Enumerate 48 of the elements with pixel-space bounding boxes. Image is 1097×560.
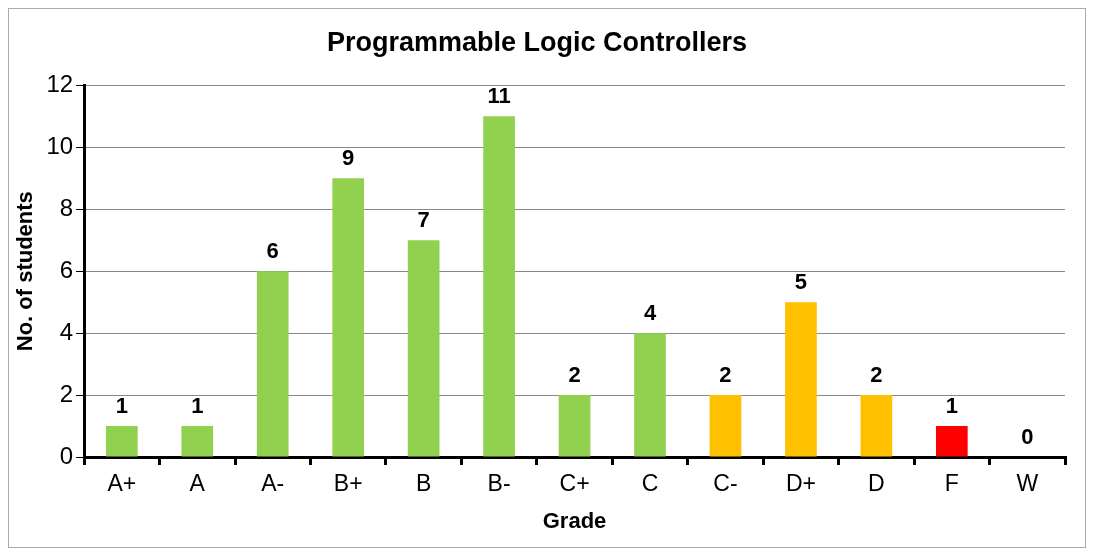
x-tick-label: A+ [107, 470, 137, 497]
data-label: 2 [870, 362, 883, 388]
y-axis-title: No. of students [12, 191, 38, 352]
bar [709, 395, 742, 457]
x-tick-label: B [415, 470, 432, 497]
data-label: 5 [794, 269, 808, 295]
x-tick-label: C- [713, 470, 738, 497]
x-tick-label: W [1016, 470, 1039, 497]
y-tick-label: 12 [46, 70, 74, 98]
data-label: 1 [945, 393, 958, 419]
data-label: 1 [191, 393, 204, 419]
bar [332, 178, 365, 457]
bar [935, 426, 968, 457]
x-tick-label: D+ [785, 470, 816, 497]
y-tick-label: 8 [59, 193, 74, 221]
x-tick-label: B+ [333, 470, 363, 497]
x-tick-label: D [868, 470, 885, 497]
bar [634, 333, 666, 457]
x-tick-label: A- [261, 470, 285, 497]
bar [181, 426, 214, 457]
data-label: 9 [342, 145, 355, 171]
y-tick-label: 0 [59, 441, 74, 469]
bar [483, 116, 515, 457]
y-tick-label: 2 [59, 379, 74, 407]
bar [105, 426, 138, 457]
data-label: 2 [719, 362, 732, 388]
data-label: 7 [417, 207, 430, 233]
bar [407, 240, 440, 457]
bar [785, 302, 817, 457]
y-tick-label: 6 [59, 255, 74, 283]
x-tick-label: B- [487, 470, 511, 497]
bar [256, 271, 289, 457]
data-label: 6 [266, 238, 279, 264]
data-label: 4 [643, 300, 657, 326]
x-tick-label: C+ [559, 470, 590, 497]
data-label: 0 [1021, 424, 1034, 450]
data-label: 1 [115, 393, 128, 419]
bar [860, 395, 893, 457]
data-label: 2 [568, 362, 581, 388]
bar [558, 395, 591, 457]
data-label: 11 [487, 83, 511, 109]
y-tick-label: 10 [46, 131, 74, 159]
x-tick-label: C [641, 470, 659, 497]
x-tick-label: F [944, 470, 959, 497]
x-axis-title: Grade [542, 507, 607, 533]
y-tick-label: 4 [59, 317, 74, 345]
x-tick-label: A [189, 470, 206, 497]
chart-title: Programmable Logic Controllers [326, 26, 748, 57]
